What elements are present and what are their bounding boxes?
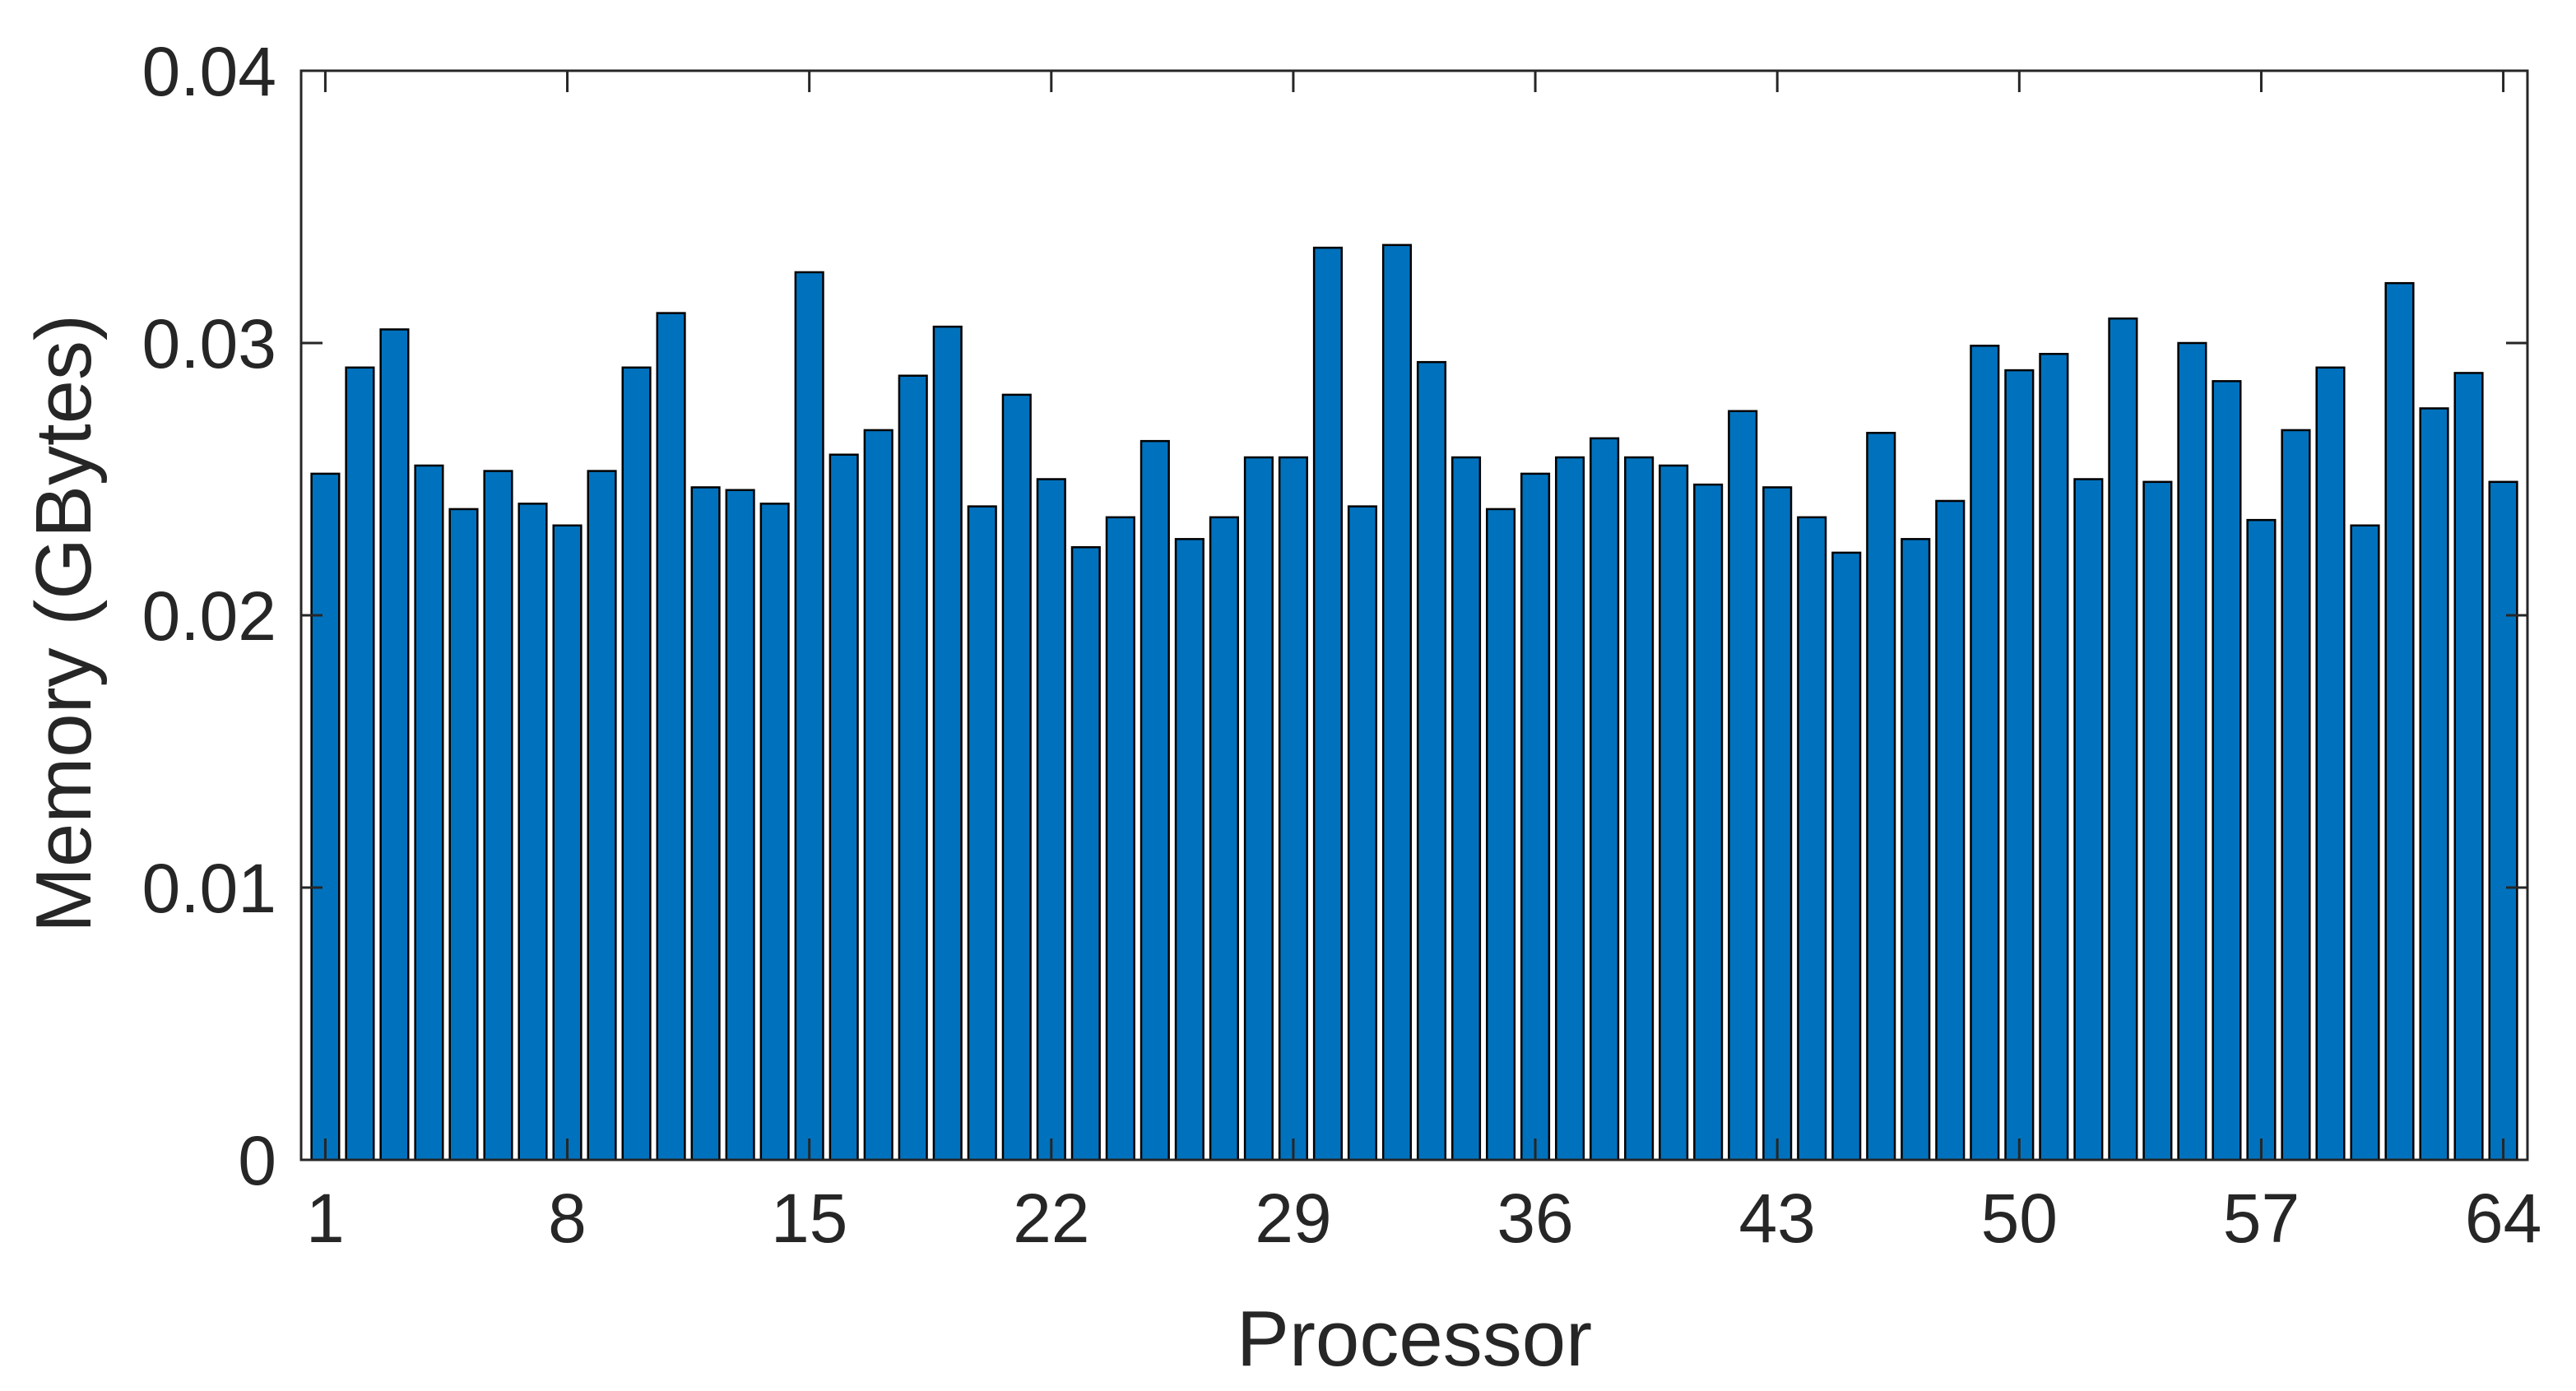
x-tick-labels: 1 8 15 22 29 36 43 50 57 64 [306,1180,2541,1257]
bar-processor-20 [967,505,997,1161]
axes-box [299,69,2529,1161]
x-tick-label: 1 [306,1180,345,1257]
bar-processor-31 [1347,505,1378,1161]
y-tick-label: 0.01 [142,850,277,927]
y-tick-label: 0.03 [142,305,277,383]
bar-processor-3 [379,328,410,1161]
x-tick-label: 8 [548,1180,587,1257]
bar-processor-24 [1105,516,1135,1161]
bar-processor-39 [1624,456,1655,1161]
y-tick-label: 0.02 [142,577,277,655]
bar-processor-49 [1970,345,2000,1161]
bar-processor-40 [1659,464,1689,1161]
bar-processor-12 [690,486,721,1161]
bar-processor-16 [828,453,859,1161]
bar-processor-19 [932,325,963,1161]
bar-processor-58 [2281,429,2311,1161]
y-axis-title: Memory (GBytes) [20,314,108,933]
bar-processor-32 [1381,243,1413,1161]
bar-processor-45 [1831,551,1862,1161]
bar-processor-48 [1935,499,1966,1161]
bar-processor-5 [448,508,479,1161]
bar-processor-43 [1762,486,1793,1161]
bar-processor-22 [1036,478,1066,1161]
x-tick-label: 36 [1497,1180,1573,1257]
bar-processor-62 [2419,407,2449,1161]
bars [310,243,2518,1161]
bar-processor-33 [1416,360,1447,1161]
bar-processor-25 [1139,439,1170,1161]
bar-processor-1 [310,472,341,1161]
bar-processor-28 [1243,456,1274,1161]
bar-processor-64 [2488,480,2518,1161]
x-tick-label: 50 [1981,1180,2058,1257]
bar-processor-60 [2350,524,2380,1161]
bar-processor-53 [2108,317,2138,1161]
bar-processor-23 [1070,546,1101,1161]
bar-processor-26 [1174,538,1204,1161]
y-tick-label: 0 [238,1122,276,1199]
bar-processor-13 [725,489,755,1161]
bar-processor-52 [2073,478,2104,1161]
y-tick-labels: 0 0.01 0.02 0.03 0.04 [142,33,277,1199]
bar-processor-54 [2142,480,2173,1161]
bar-processor-9 [587,470,617,1161]
bar-processor-56 [2212,380,2242,1161]
bar-processor-41 [1693,483,1724,1161]
bar-processor-36 [1520,472,1551,1161]
bar-processor-27 [1209,516,1239,1161]
x-tick-label: 57 [2223,1180,2300,1257]
bar-processor-47 [1901,538,1931,1161]
bar-processor-61 [2384,281,2415,1161]
bar-processor-4 [414,464,444,1161]
bar-processor-7 [518,503,548,1161]
y-tick-label: 0.04 [142,33,277,110]
x-tick-label: 22 [1013,1180,1089,1257]
bar-processor-17 [863,429,893,1161]
x-tick-label: 29 [1255,1180,1331,1257]
bar-processor-35 [1485,508,1516,1161]
bar-processor-51 [2039,352,2069,1161]
x-tick-label: 43 [1738,1180,1815,1257]
bar-processor-29 [1278,456,1308,1161]
bar-processor-21 [1001,393,1032,1161]
bar-processor-18 [898,374,928,1161]
bar-processor-55 [2177,341,2207,1161]
bar-processor-46 [1866,431,1896,1161]
x-tick-label: 15 [771,1180,847,1257]
bar-processor-30 [1312,246,1344,1161]
bar-processor-8 [552,524,583,1161]
bar-processor-38 [1590,437,1620,1161]
bar-processor-2 [345,366,375,1161]
bar-processor-59 [2315,366,2346,1161]
bar-processor-57 [2246,518,2277,1161]
bar-processor-63 [2453,372,2484,1161]
bar-processor-15 [794,271,824,1161]
bar-processor-14 [759,503,790,1161]
bar-processor-42 [1728,410,1758,1161]
bar-processor-6 [483,470,513,1161]
bar-processor-50 [2004,369,2035,1161]
bar-processor-11 [656,312,686,1161]
bar-processor-10 [621,366,652,1161]
bar-processor-37 [1555,456,1585,1161]
x-axis-title: Processor [1237,1295,1592,1383]
bar-processor-34 [1450,456,1482,1161]
bar-processor-44 [1797,516,1827,1161]
x-tick-label: 64 [2465,1180,2541,1257]
